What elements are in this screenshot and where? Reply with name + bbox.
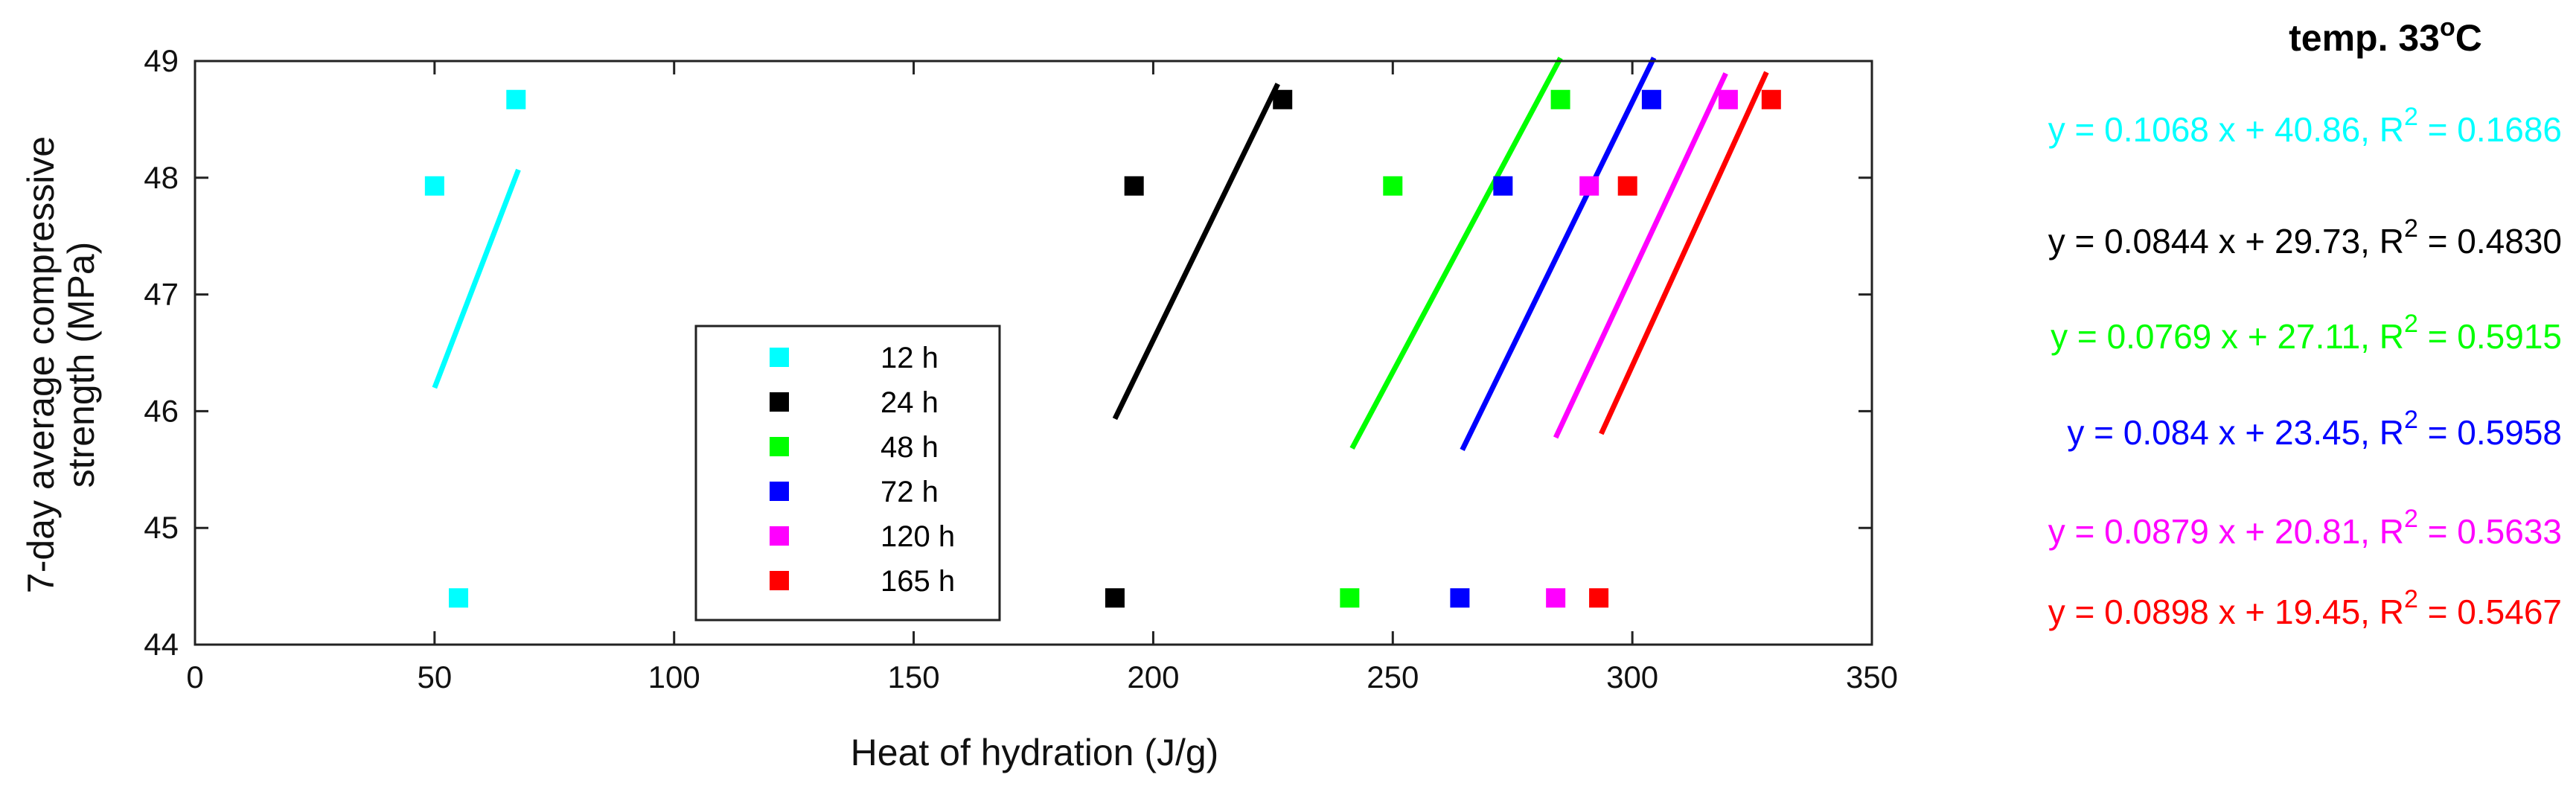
y-tick-label: 45 xyxy=(144,510,179,545)
equation-superscript: 2 xyxy=(2404,505,2418,533)
equation-text: y = 0.0898 x + 19.45, R xyxy=(2048,593,2404,631)
legend-label: 12 h xyxy=(880,342,939,374)
data-point xyxy=(1105,588,1125,608)
regression-equation: y = 0.0879 x + 20.81, R2 = 0.5633 xyxy=(2048,505,2562,551)
legend: 12 h 24 h 48 h 72 h 120 h 165 h xyxy=(694,325,1001,622)
plot-area xyxy=(424,57,1781,608)
equation-text: y = 0.0769 x + 27.11, R xyxy=(2051,317,2404,356)
equation-r2-value: = 0.4830 xyxy=(2418,222,2562,261)
data-point xyxy=(1340,588,1360,608)
y-axis-label-line2: strength (MPa) xyxy=(60,242,102,488)
data-point xyxy=(1273,89,1293,109)
x-tick-label: 250 xyxy=(1367,660,1419,694)
data-point xyxy=(1579,176,1599,196)
fit-line-3 xyxy=(1460,57,1657,451)
equation-superscript: 2 xyxy=(2404,585,2418,613)
data-point xyxy=(1493,176,1513,196)
y-tick-label: 49 xyxy=(144,43,179,78)
equation-r2-value: = 0.5915 xyxy=(2418,317,2562,356)
data-point xyxy=(1124,176,1144,196)
equation-superscript: 2 xyxy=(2404,406,2418,434)
data-point xyxy=(1718,89,1738,109)
legend-marker xyxy=(770,571,789,590)
equation-r2-value: = 0.5958 xyxy=(2418,413,2562,452)
equation-r2-value: = 0.1686 xyxy=(2418,110,2562,149)
title-unit: C xyxy=(2455,17,2482,59)
chart-title: temp. 33oC xyxy=(2289,13,2482,59)
y-axis-label-line1: 7-day average compressive xyxy=(20,136,62,593)
fit-line-4 xyxy=(1553,72,1728,439)
x-tick-label: 100 xyxy=(648,660,700,694)
data-point xyxy=(1550,89,1570,109)
fit-line-0 xyxy=(432,168,521,389)
legend-marker xyxy=(770,437,789,456)
equation-text: y = 0.0844 x + 29.73, R xyxy=(2048,222,2404,261)
data-point xyxy=(1546,588,1566,608)
data-point xyxy=(1589,588,1609,608)
data-point xyxy=(1617,176,1637,196)
equation-superscript: 2 xyxy=(2404,310,2418,338)
x-tick-label: 350 xyxy=(1846,660,1898,694)
legend-box xyxy=(694,325,1001,622)
fit-line-2 xyxy=(1349,57,1563,450)
plot-frame xyxy=(194,60,1873,646)
title-text: temp. 33 xyxy=(2289,17,2440,59)
regression-equation: y = 0.0898 x + 19.45, R2 = 0.5467 xyxy=(2048,585,2562,631)
x-tick-label: 200 xyxy=(1127,660,1179,694)
regression-equation: y = 0.1068 x + 40.86, R2 = 0.1686 xyxy=(2048,103,2562,149)
legend-label: 48 h xyxy=(880,431,939,464)
x-tick-label: 300 xyxy=(1606,660,1658,694)
legend-marker xyxy=(770,348,789,367)
legend-marker xyxy=(770,526,789,546)
equation-superscript: 2 xyxy=(2404,214,2418,243)
data-point xyxy=(506,89,526,109)
legend-label: 24 h xyxy=(880,386,939,419)
regression-equation: y = 0.0844 x + 29.73, R2 = 0.4830 xyxy=(2048,214,2562,261)
svg-text:temp. 33oC: temp. 33oC xyxy=(2289,13,2482,59)
regression-equation: y = 0.0769 x + 27.11, R2 = 0.5915 xyxy=(2051,310,2562,356)
data-point xyxy=(424,176,444,196)
x-tick-label: 50 xyxy=(417,660,452,694)
title-degree: o xyxy=(2440,13,2455,42)
y-tick-label: 47 xyxy=(144,277,179,312)
legend-marker xyxy=(770,392,789,412)
x-axis-label: Heat of hydration (J/g) xyxy=(851,732,1219,773)
axes: Heat of hydration (J/g) 7-day average co… xyxy=(20,43,1898,773)
y-tick-label: 44 xyxy=(144,627,179,662)
equation-text: y = 0.1068 x + 40.86, R xyxy=(2048,110,2404,149)
legend-label: 120 h xyxy=(880,520,955,553)
x-tick-label: 150 xyxy=(888,660,940,694)
data-point xyxy=(1450,588,1470,608)
legend-label: 165 h xyxy=(880,565,955,598)
fit-line-5 xyxy=(1599,71,1769,435)
equation-text: y = 0.0879 x + 20.81, R xyxy=(2048,512,2404,551)
data-point xyxy=(1641,89,1661,109)
data-point xyxy=(1383,176,1403,196)
regression-equation: y = 0.084 x + 23.45, R2 = 0.5958 xyxy=(2067,406,2562,452)
x-tick-label: 0 xyxy=(186,660,203,694)
data-point xyxy=(1761,89,1781,109)
y-tick-label: 46 xyxy=(144,393,179,428)
fit-line-1 xyxy=(1112,83,1280,421)
equation-r2-value: = 0.5467 xyxy=(2418,593,2562,631)
equation-r2-value: = 0.5633 xyxy=(2418,512,2562,551)
y-tick-label: 48 xyxy=(144,160,179,195)
data-point xyxy=(449,588,469,608)
equation-text: y = 0.084 x + 23.45, R xyxy=(2067,413,2404,452)
equation-superscript: 2 xyxy=(2404,103,2418,131)
legend-label: 72 h xyxy=(880,476,939,508)
legend-marker xyxy=(770,482,789,501)
